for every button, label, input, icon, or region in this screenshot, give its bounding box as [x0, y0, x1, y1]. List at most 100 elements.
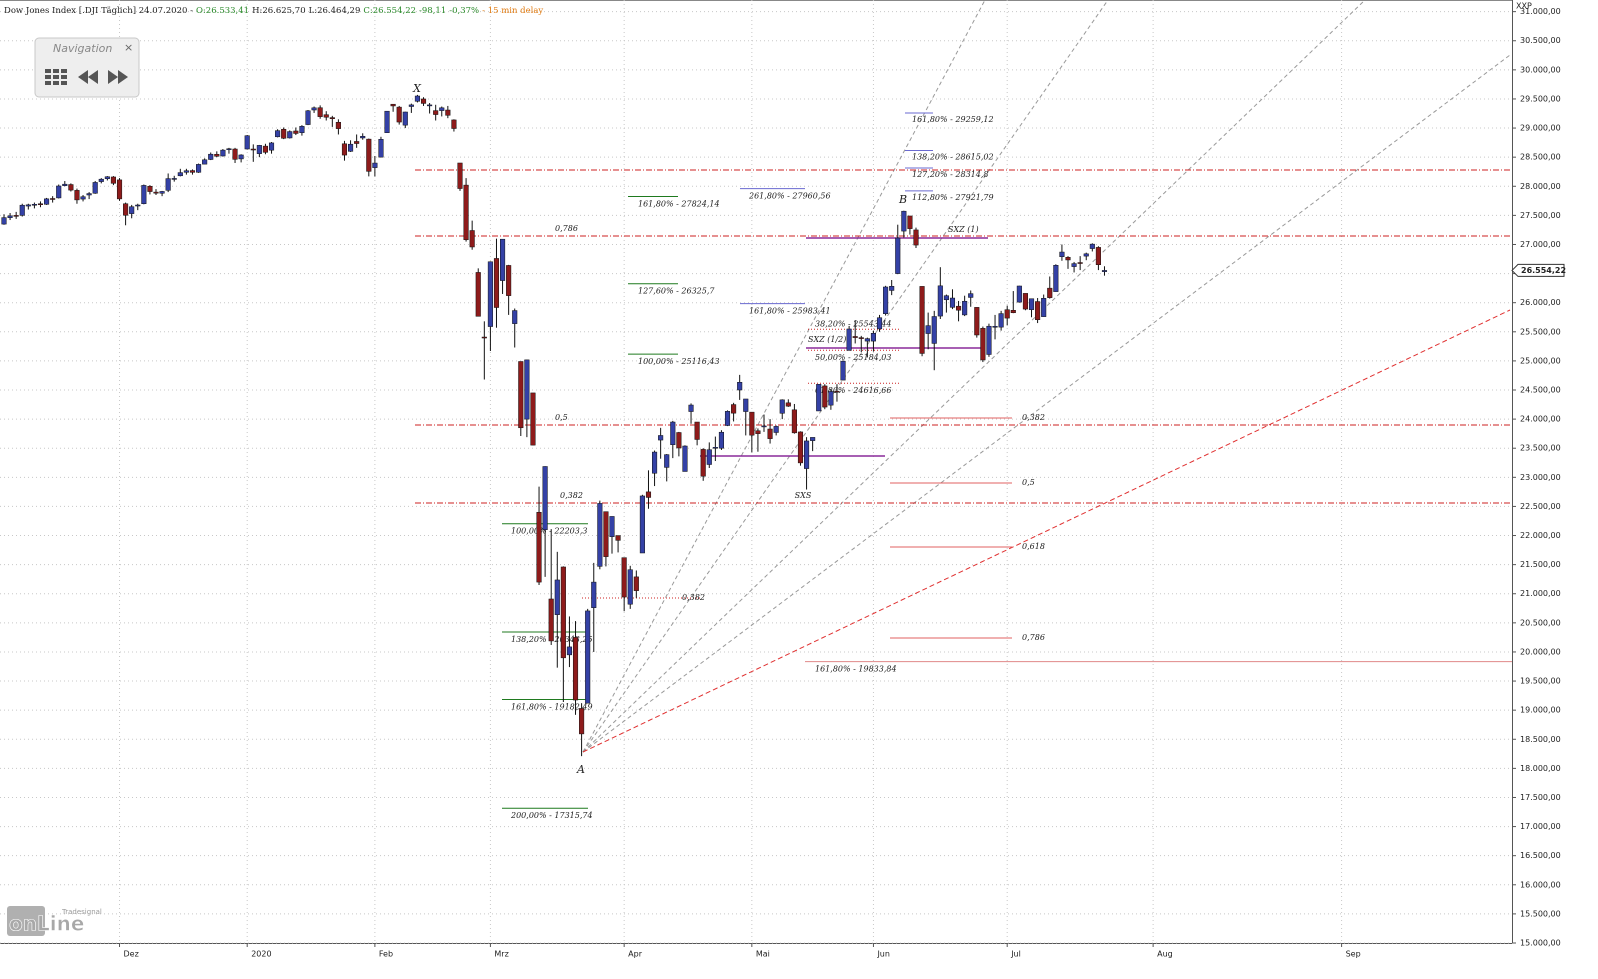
candle-body — [378, 139, 384, 158]
candle-body — [524, 359, 530, 420]
forward-button[interactable] — [108, 70, 128, 84]
fib-label: 161,80% - 25983,41 — [749, 307, 831, 316]
candle-body — [785, 402, 791, 407]
logo-box — [7, 906, 45, 936]
candle-body — [1028, 298, 1035, 310]
fib-label: 261,80% - 27960,56 — [748, 192, 831, 201]
x-tick-label: Aug — [1157, 950, 1173, 959]
y-tick-label: 23.500,00 — [1520, 444, 1561, 453]
fib-label: SXZ (1) — [948, 225, 979, 234]
candle-body — [761, 425, 767, 428]
candle-body — [548, 598, 554, 642]
candle-body — [147, 186, 153, 192]
candle-body — [889, 286, 895, 291]
y-tick-label: 21.500,00 — [1520, 560, 1561, 569]
candle-body — [1065, 257, 1071, 261]
candle-body — [390, 103, 396, 107]
y-tick-label: 18.500,00 — [1520, 735, 1561, 744]
candle-body — [609, 516, 615, 537]
candle-body — [469, 230, 475, 248]
candle-body — [530, 392, 536, 446]
candle-body — [937, 285, 943, 317]
candle-body — [171, 178, 177, 180]
candle-body — [1089, 243, 1095, 249]
candle-body — [724, 411, 731, 426]
candle-body — [797, 431, 804, 464]
y-tick-label: 31.000,00 — [1520, 7, 1561, 16]
grid-button[interactable] — [45, 69, 67, 85]
candle-body — [305, 110, 311, 125]
y-tick-label: 30.000,00 — [1520, 65, 1561, 74]
candle-body — [427, 104, 433, 107]
y-tick-label: 28.000,00 — [1520, 182, 1561, 191]
candle-body — [123, 203, 129, 216]
candle-body — [1016, 285, 1022, 303]
header-part: C:26.554,22 — [363, 6, 416, 16]
fib-label: 127,20% - 28314,8 — [912, 170, 988, 179]
y-tick-label: 17.500,00 — [1520, 793, 1561, 802]
x-tick-label: 2020 — [251, 950, 271, 959]
candle-body — [621, 557, 627, 598]
candle-body — [275, 130, 281, 138]
fib-label: 50,00% - 25184,03 — [815, 353, 891, 362]
candle-body — [287, 131, 293, 139]
axes: 15.000,00 15.500,00 16.000,00 16.500,00 17.0… — [119, 7, 1566, 959]
candle-body — [129, 206, 135, 214]
candle-body — [80, 196, 86, 200]
candle-body — [639, 495, 645, 554]
candle-body — [7, 215, 13, 218]
fib-label: SXZ (1/2) — [808, 335, 846, 344]
candle-body — [244, 135, 250, 150]
candle-body — [852, 336, 858, 338]
candle-body — [986, 325, 992, 355]
candle-body — [901, 210, 907, 232]
y-tick-label: 28.500,00 — [1520, 153, 1561, 162]
price-tag-label: 26.554,22 — [1521, 266, 1566, 275]
candle-body — [439, 107, 445, 111]
candle-body — [214, 154, 220, 157]
fib-label: 161,80% - 27824,14 — [638, 200, 720, 209]
close-button[interactable]: × — [124, 41, 133, 54]
y-tick-label: 29.500,00 — [1520, 94, 1561, 103]
candle-body — [1010, 310, 1016, 314]
candle-body — [645, 491, 652, 498]
candle-body — [840, 360, 846, 381]
candle-body — [560, 566, 566, 659]
candle-body — [956, 305, 962, 311]
candle-body — [268, 142, 275, 151]
candle-body — [949, 297, 956, 308]
y-tick-label: 23.000,00 — [1520, 473, 1561, 482]
candle-body — [299, 126, 305, 133]
x-tick-label: Apr — [628, 950, 643, 959]
candle-body — [992, 326, 998, 328]
candle-body — [433, 110, 439, 115]
candle-body — [767, 428, 773, 439]
candle-body — [189, 170, 196, 173]
candle-body — [202, 159, 208, 165]
candle-body — [518, 361, 524, 429]
candle-body — [712, 447, 718, 449]
candle-body — [919, 286, 925, 354]
logo-name: onLine — [9, 912, 84, 936]
y-tick-label: 29.000,00 — [1520, 124, 1561, 133]
rewind-button[interactable] — [78, 70, 98, 84]
candle-body — [913, 229, 919, 246]
candle-body — [737, 382, 743, 391]
candle-body — [810, 437, 816, 441]
candle-body — [1022, 293, 1028, 310]
candle-body — [98, 178, 104, 182]
candle-body — [50, 198, 56, 200]
candle-body — [220, 149, 226, 157]
candle-body — [870, 333, 876, 342]
x-tick-label: Sep — [1346, 950, 1361, 959]
fan-line — [582, 0, 1366, 753]
candle-body — [597, 503, 603, 567]
candle-body — [718, 431, 724, 449]
fib-label: 100,00% - 22203,3 — [511, 527, 587, 536]
candle-body — [1, 217, 7, 225]
candle-body — [13, 215, 19, 217]
candle-body — [512, 310, 518, 324]
navigation-widget: Navigation × — [34, 37, 140, 98]
fib-label: 161,80% - 19182,49 — [511, 703, 593, 712]
fib-label: 0,618 — [1022, 542, 1045, 551]
